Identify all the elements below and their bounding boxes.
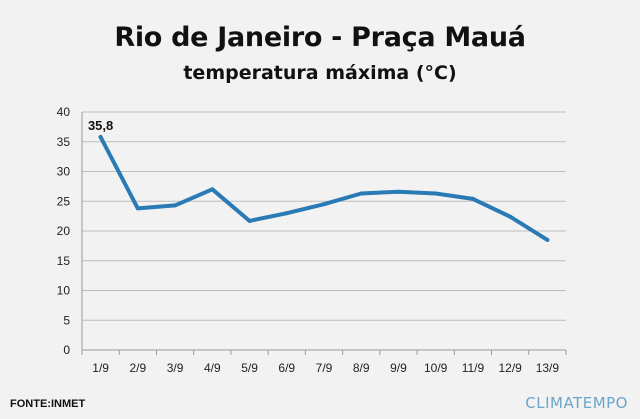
x-tick-label: 2/9 [130,361,147,375]
y-tick-label: 15 [57,254,71,268]
x-tick-label: 11/9 [462,361,485,375]
data-point [359,191,364,196]
x-tick-label: 3/9 [167,361,184,375]
chart-title: Rio de Janeiro - Praça Mauá [114,22,526,53]
data-label: 35,8 [88,118,113,133]
x-tick-label: 9/9 [390,361,407,375]
x-tick-label: 10/9 [424,361,448,375]
y-tick-label: 10 [57,284,71,298]
data-point [98,134,103,139]
brand-logo: CLIMATEMPO [525,394,628,412]
x-tick-label: 8/9 [353,361,370,375]
data-point [508,214,513,219]
y-tick-label: 25 [57,194,71,208]
data-point [433,191,438,196]
data-point [284,211,289,216]
chart-subtitle: temperatura máxima (°C) [183,62,457,84]
data-point [396,189,401,194]
x-tick-label: 5/9 [241,361,258,375]
series-line [98,135,550,242]
data-point [545,237,550,242]
data-point [210,187,215,192]
y-tick-label: 35 [57,135,71,149]
x-tick-label: 7/9 [316,361,333,375]
y-tick-label: 5 [63,313,70,327]
data-point [135,206,140,211]
x-tick-label: 6/9 [278,361,295,375]
y-tick-label: 0 [63,343,70,357]
data-point [247,218,252,223]
y-tick-label: 30 [57,165,71,179]
data-point [470,196,475,201]
y-tick-label: 20 [57,224,71,238]
y-tick-label: 40 [57,105,71,119]
x-tick-label: 4/9 [204,361,221,375]
x-tick-label: 13/9 [536,361,560,375]
data-point [322,202,326,207]
x-tick-label: 12/9 [498,361,522,375]
source-label: FONTE:INMET [10,398,86,410]
data-point [173,203,178,208]
x-tick-label: 1/9 [92,361,109,375]
